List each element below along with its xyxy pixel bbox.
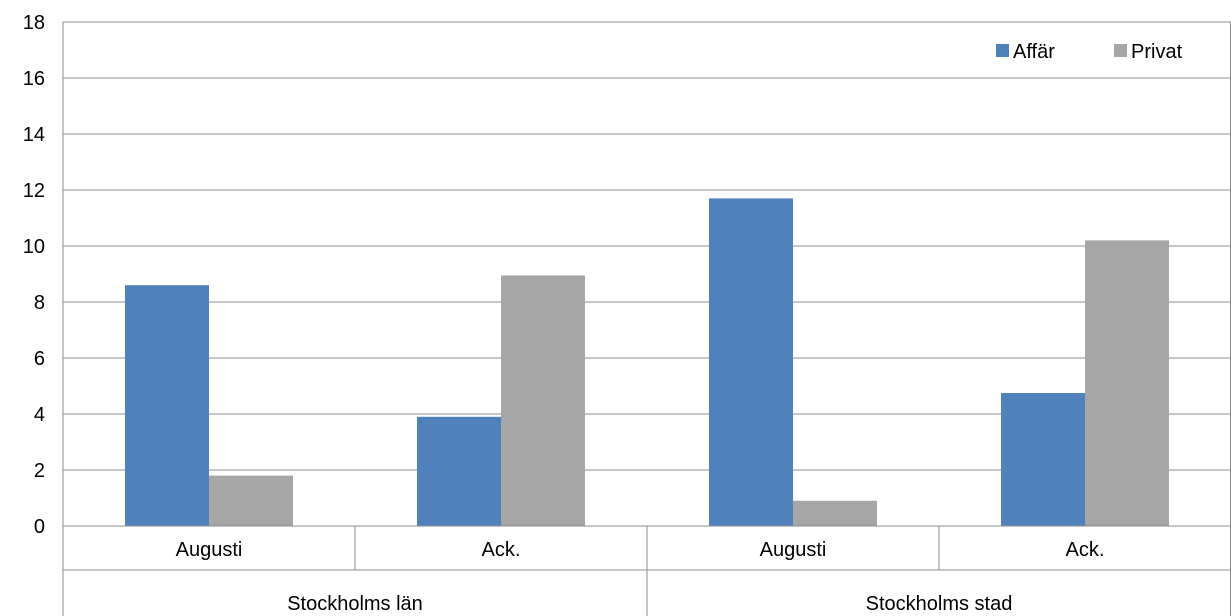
y-tick-label: 6 — [34, 348, 45, 370]
legend-swatch-privat — [1114, 44, 1127, 57]
y-tick-label: 0 — [34, 516, 45, 538]
y-axis-ticks: 0 2 4 6 8 10 12 14 16 18 — [23, 12, 45, 538]
x-axis-labels: Augusti Ack. Augusti Ack. Stockholms län Stoc… — [176, 539, 1105, 615]
x-category-label: Augusti — [760, 539, 827, 561]
bar-affär-2 — [709, 198, 793, 526]
x-category-label: Ack. — [1066, 539, 1105, 561]
legend-label-privat: Privat — [1131, 41, 1183, 63]
y-tick-label: 16 — [23, 68, 45, 90]
bar-privat-0 — [209, 475, 293, 526]
y-tick-label: 10 — [23, 236, 45, 258]
bar-affär-1 — [417, 416, 501, 526]
y-tick-label: 18 — [23, 12, 45, 34]
y-tick-label: 8 — [34, 292, 45, 314]
y-tick-label: 4 — [34, 404, 45, 426]
x-category-label: Ack. — [482, 539, 521, 561]
bar-privat-1 — [501, 275, 585, 526]
y-tick-label: 14 — [23, 124, 45, 146]
bar-privat-2 — [793, 500, 877, 526]
bar-affär-3 — [1001, 393, 1085, 526]
x-group-label: Stockholms stad — [866, 593, 1013, 615]
legend: Affär Privat — [996, 41, 1183, 63]
y-tick-label: 2 — [34, 460, 45, 482]
bar-privat-3 — [1085, 240, 1169, 526]
x-group-label: Stockholms län — [287, 593, 423, 615]
y-tick-label: 12 — [23, 180, 45, 202]
legend-label-affär: Affär — [1013, 41, 1055, 63]
bar-affär-0 — [125, 285, 209, 526]
bars — [125, 198, 1169, 526]
legend-swatch-affär — [996, 44, 1009, 57]
x-category-label: Augusti — [176, 539, 243, 561]
axes — [62, 21, 1231, 616]
